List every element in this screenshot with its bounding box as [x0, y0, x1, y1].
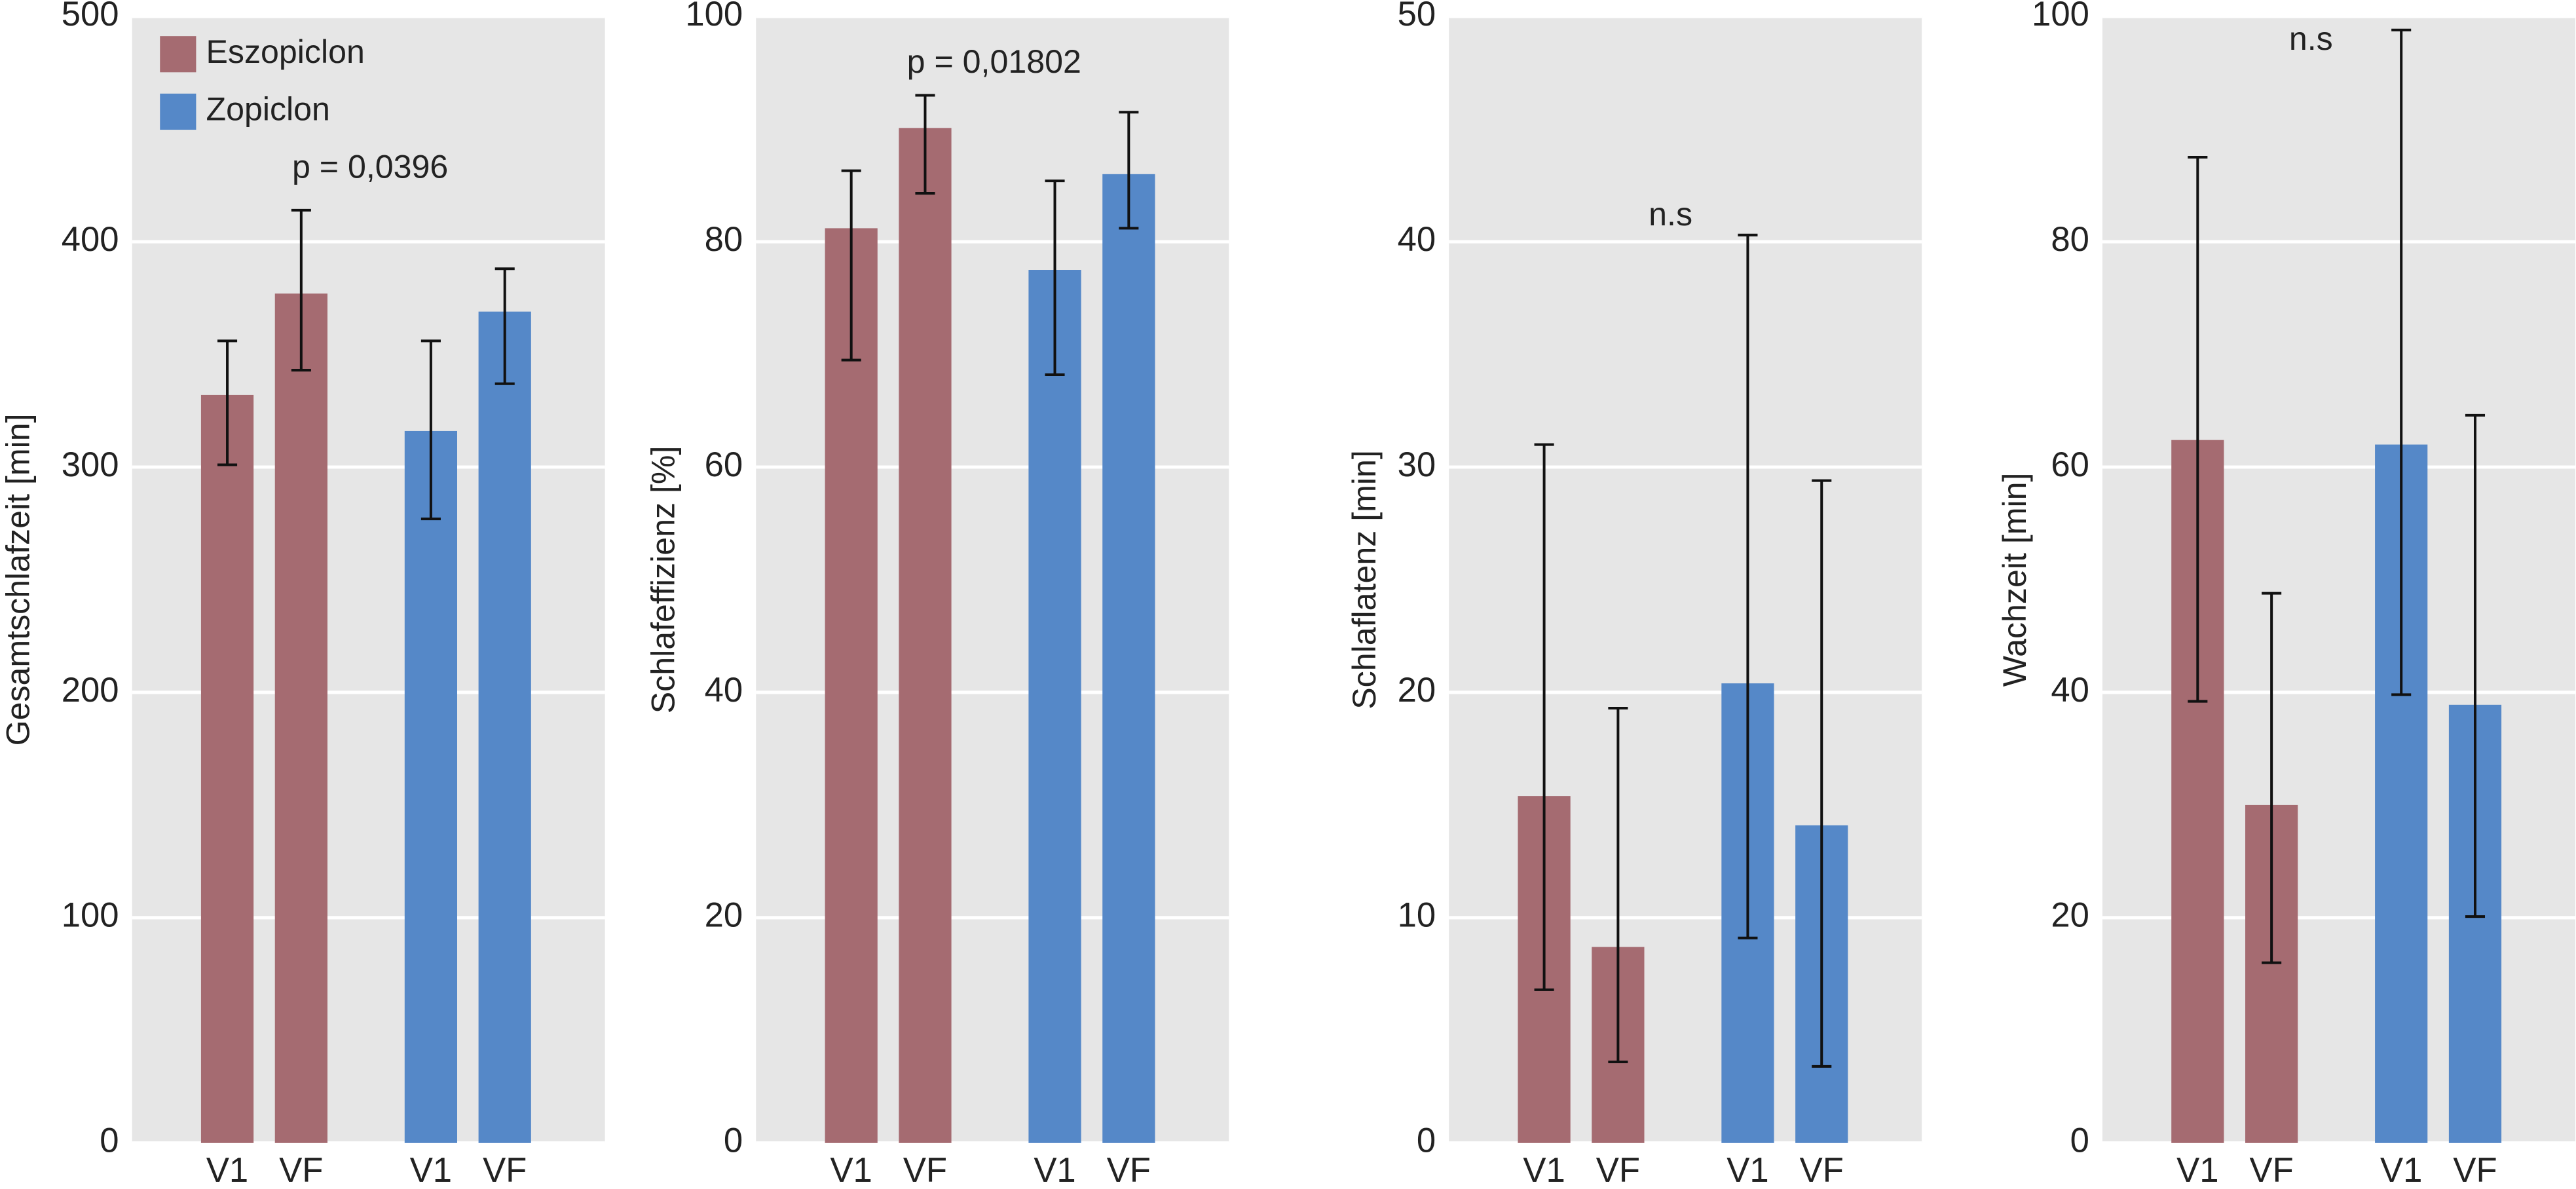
legend-label: Eszopiclon [206, 33, 364, 70]
bar [1028, 270, 1081, 1143]
y-tick-label: 200 [62, 671, 119, 709]
y-tick-label: 300 [62, 445, 119, 484]
y-tick-label: 80 [705, 220, 743, 259]
bar [1102, 174, 1155, 1143]
x-tick-label: V1 [1523, 1151, 1565, 1189]
y-tick-label: 0 [1417, 1122, 1436, 1160]
bar [899, 128, 952, 1143]
y-axis-title: Schlafeffizienz [%] [645, 446, 682, 714]
x-tick-label: VF [903, 1151, 947, 1189]
x-tick-label: V1 [206, 1151, 248, 1189]
y-axis-title: Gesamtschlafzeit [min] [0, 413, 36, 745]
y-tick-label: 100 [62, 896, 119, 935]
bar [274, 293, 327, 1143]
x-tick-label: VF [2250, 1151, 2294, 1189]
x-tick-label: V1 [2176, 1151, 2218, 1189]
annotation: p = 0,01802 [907, 43, 1081, 80]
y-axis-title: Wachzeit [min] [1996, 473, 2033, 687]
annotation: n.s [2289, 20, 2333, 57]
y-tick-label: 100 [685, 0, 743, 33]
y-tick-label: 20 [1398, 671, 1436, 709]
y-tick-label: 60 [705, 445, 743, 484]
legend-swatch [160, 93, 196, 130]
x-tick-label: VF [1107, 1151, 1151, 1189]
x-tick-label: V1 [830, 1151, 872, 1189]
chart-panel: 0 100 200 300 400 500 Gesamtschlafzeit [min] V1… [0, 0, 605, 1189]
y-tick-label: 80 [2051, 220, 2089, 259]
chart-panel: 0 20 40 60 80 100 Schlafeffizienz [%] V1 VF V1 VF p… [645, 0, 1229, 1189]
x-tick-label: V1 [1727, 1151, 1768, 1189]
x-tick-label: VF [1800, 1151, 1844, 1189]
bar [825, 228, 878, 1143]
y-tick-label: 40 [2051, 671, 2089, 709]
x-tick-label: V1 [1034, 1151, 1075, 1189]
y-tick-label: 30 [1398, 445, 1436, 484]
y-tick-label: 400 [62, 220, 119, 259]
y-tick-label: 20 [2051, 896, 2089, 935]
bar [200, 394, 254, 1143]
y-tick-label: 40 [705, 671, 743, 709]
y-tick-label: 40 [1398, 220, 1436, 259]
x-tick-label: VF [2453, 1151, 2497, 1189]
y-tick-label: 100 [2032, 0, 2089, 33]
chart-panel: 0 10 20 30 40 50 Schlaflatenz [min] V1 VF V1 VF n.s [1346, 0, 1922, 1189]
y-tick-label: 500 [62, 0, 119, 33]
x-tick-label: VF [279, 1151, 323, 1189]
x-tick-label: V1 [410, 1151, 452, 1189]
y-tick-label: 0 [724, 1122, 743, 1160]
annotation: p = 0,0396 [292, 148, 448, 185]
annotation: n.s [1649, 196, 1692, 233]
x-tick-label: VF [483, 1151, 527, 1189]
y-tick-label: 10 [1398, 896, 1436, 935]
y-tick-label: 0 [100, 1122, 119, 1160]
y-tick-label: 0 [2070, 1122, 2089, 1160]
y-tick-label: 60 [2051, 445, 2089, 484]
bar [404, 430, 458, 1143]
y-tick-label: 50 [1398, 0, 1436, 33]
x-tick-label: V1 [2380, 1151, 2422, 1189]
legend-label: Zopiclon [206, 91, 329, 128]
y-tick-label: 20 [705, 896, 743, 935]
bar [478, 311, 531, 1143]
chart-panel: 0 20 40 60 80 100 Wachzeit [min] V1 VF V1 VF n.s [1996, 0, 2575, 1189]
legend-swatch [160, 36, 196, 73]
y-axis-title: Schlaflatenz [min] [1346, 450, 1383, 709]
x-tick-label: VF [1596, 1151, 1640, 1189]
